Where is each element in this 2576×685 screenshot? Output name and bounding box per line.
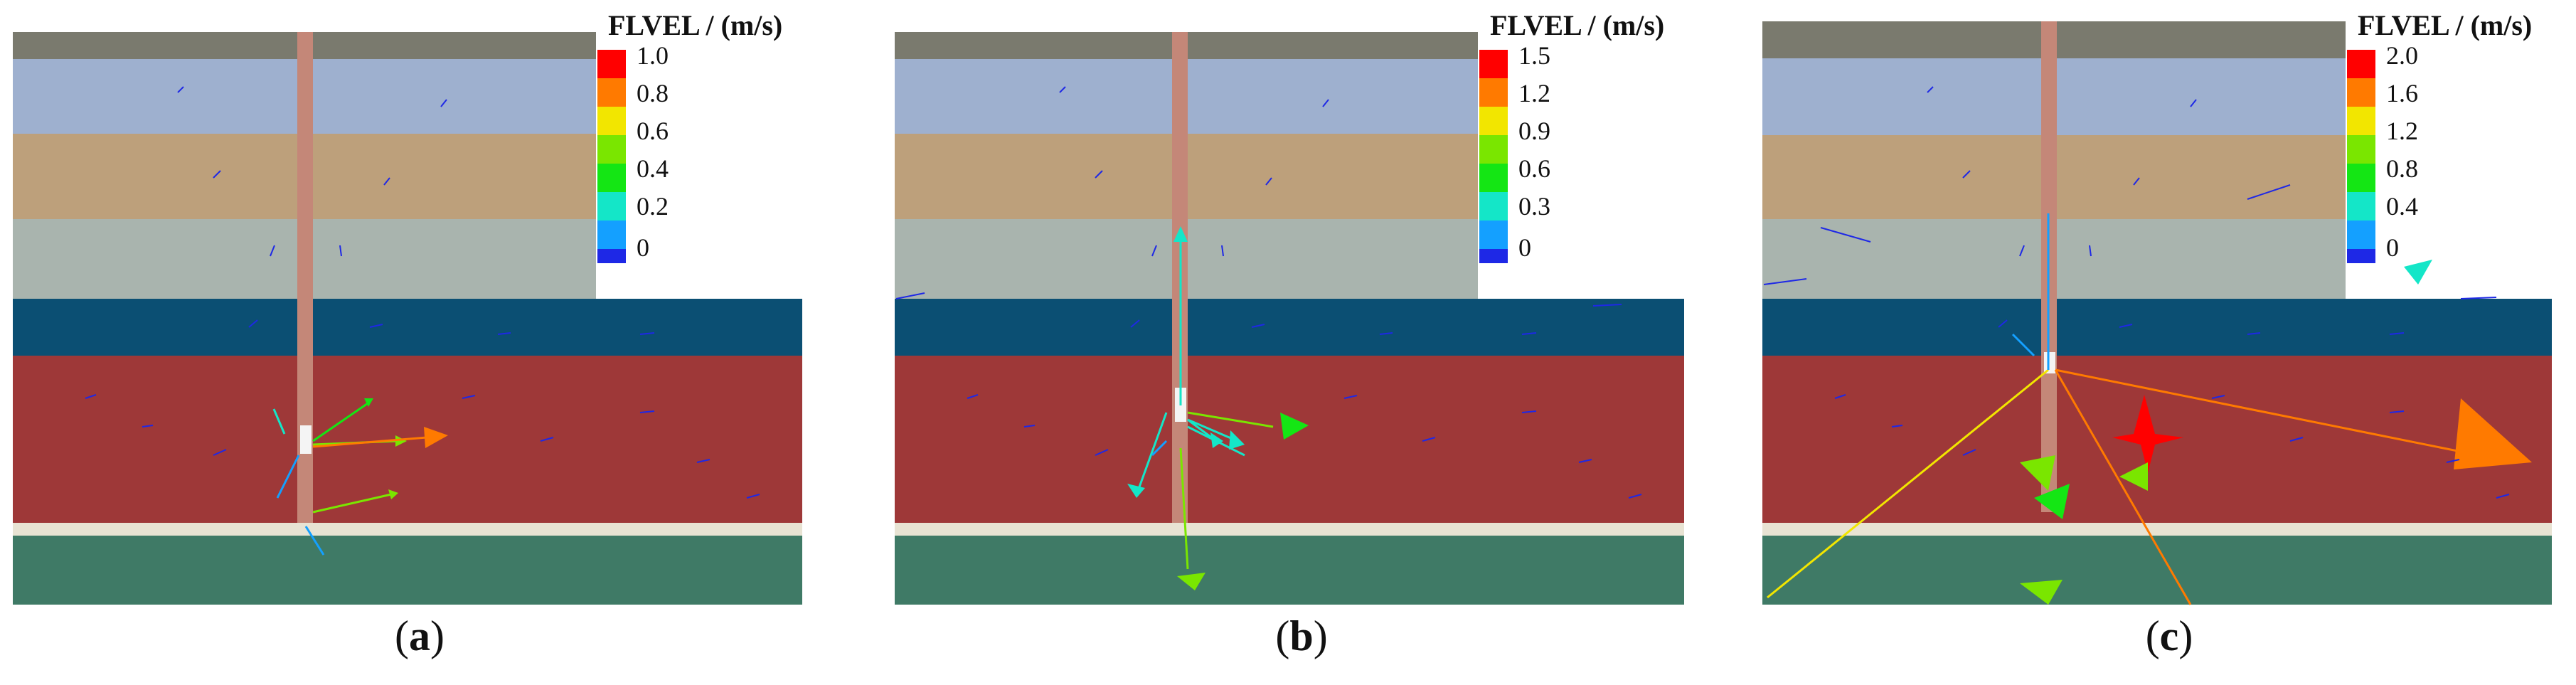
caption-label: a [409, 612, 430, 659]
legend-tick: 1.2 [2386, 117, 2418, 145]
panel-a: FLVEL / (m/s) 1.0 0.8 0.6 0.4 0.2 0 (a) [0, 0, 839, 685]
background-vectors [895, 86, 1642, 499]
layer-navy [13, 299, 802, 356]
caption: (b) [1275, 612, 1328, 659]
layer-navy [1762, 299, 2552, 356]
background-vectors [85, 86, 760, 499]
panel-b-section [895, 32, 1684, 605]
legend-colorbar [1479, 50, 1508, 263]
legend-tick: 2.0 [2386, 41, 2418, 70]
pile [297, 32, 313, 523]
legend-tick: 0.4 [637, 154, 669, 183]
legend-colorbar [2347, 50, 2375, 263]
legend-tick: 1.6 [2386, 79, 2418, 107]
flow-vectors [1127, 226, 1309, 590]
panel-c: FLVEL / (m/s) 2.0 1.6 1.2 0.8 0.4 0 (c) [1750, 0, 2576, 685]
legend-tick: 0.9 [1518, 117, 1550, 145]
legend-colorbar [597, 50, 626, 263]
layer-cream [895, 523, 1684, 536]
legend-tick: 1.2 [1518, 79, 1550, 107]
legend-title: FLVEL / (m/s) [1490, 9, 1665, 41]
caption: (a) [395, 612, 445, 659]
legend-tick: 0 [637, 233, 649, 262]
pile-cut [300, 425, 312, 454]
legend-tick: 0.4 [2386, 192, 2418, 221]
legend-tick: 0.8 [637, 79, 669, 107]
legend-tick: 0.2 [637, 192, 669, 221]
legend-tick: 0 [2386, 233, 2399, 262]
pile-cut [2044, 352, 2055, 373]
legend-tick: 0 [1518, 233, 1531, 262]
legend-tick: 0.6 [637, 117, 669, 145]
panel-a-section [13, 32, 802, 605]
panel-c-section [1762, 21, 2552, 605]
layer-green [895, 536, 1684, 605]
legend-tick: 0.3 [1518, 192, 1550, 221]
layer-cream [13, 523, 802, 536]
legend-tick: 1.0 [637, 41, 669, 70]
legend-tick: 0.6 [1518, 154, 1550, 183]
legend-tick: 0.8 [2386, 154, 2418, 183]
layer-cream [1762, 523, 2552, 536]
panel-b: FLVEL / (m/s) 1.5 1.2 0.9 0.6 0.3 0 (b) [882, 0, 1721, 685]
legend-title: FLVEL / (m/s) [608, 9, 783, 41]
caption-label: b [1289, 612, 1314, 659]
legend-title: FLVEL / (m/s) [2358, 9, 2533, 41]
flow-vectors [272, 398, 448, 556]
caption: (c) [2145, 612, 2193, 659]
legend-tick: 1.5 [1518, 41, 1550, 70]
layer-navy [895, 299, 1684, 356]
layer-red [895, 356, 1684, 523]
caption-label: c [2159, 612, 2179, 659]
layer-green [13, 536, 802, 605]
background-vectors [1763, 86, 2510, 499]
flow-vectors [1767, 213, 2532, 605]
